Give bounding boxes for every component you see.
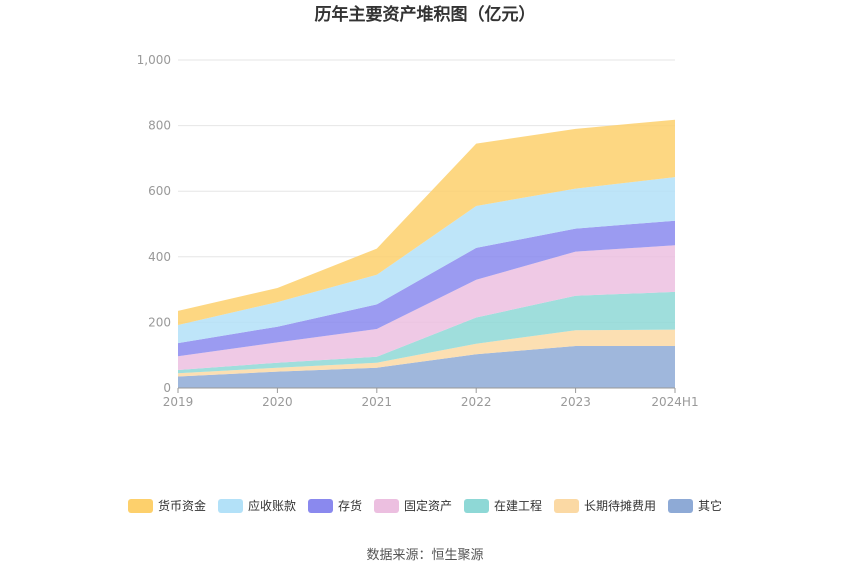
y-tick-label: 600: [148, 184, 171, 198]
axes: 0 200 400 600 800 1,000 2019 2020 2021 2022 2023 20…: [137, 53, 699, 409]
legend-label: 长期待摊费用: [584, 499, 656, 513]
legend-item-应收账款[interactable]: 应收账款: [218, 498, 296, 513]
y-tick-label: 200: [148, 315, 171, 329]
area-series: [178, 119, 675, 388]
area-长期待摊费用[interactable]: [178, 329, 675, 377]
legend-swatch: [128, 499, 153, 513]
y-tick-label: 400: [148, 250, 171, 264]
legend-swatch: [308, 499, 333, 513]
legend-item-货币资金[interactable]: 货币资金: [128, 498, 206, 513]
legend-label: 货币资金: [158, 498, 206, 513]
area-在建工程[interactable]: [178, 291, 675, 374]
legend-item-长期待摊费用[interactable]: 长期待摊费用: [554, 499, 656, 513]
legend-swatch: [554, 499, 579, 513]
area-应收账款[interactable]: [178, 177, 675, 344]
source-text: 数据来源：恒生聚源: [366, 548, 483, 563]
legend-item-在建工程[interactable]: 在建工程: [464, 498, 542, 513]
legend-label: 应收账款: [248, 498, 296, 513]
legend-label: 存货: [338, 498, 362, 513]
area-固定资产[interactable]: [178, 245, 675, 370]
x-tick-label: 2019: [163, 395, 194, 409]
x-tick-label: 2024H1: [651, 395, 698, 409]
legend-item-固定资产[interactable]: 固定资产: [374, 498, 452, 513]
legend-label: 固定资产: [404, 498, 452, 513]
x-tick-label: 2022: [461, 395, 492, 409]
y-tick-label: 800: [148, 119, 171, 133]
y-tick-label: 1,000: [137, 53, 171, 67]
legend-item-其它[interactable]: 其它: [668, 498, 722, 513]
y-tick-label: 0: [163, 381, 171, 395]
legend-label: 在建工程: [494, 498, 542, 513]
legend-item-存货[interactable]: 存货: [308, 498, 362, 513]
x-tick-label: 2023: [560, 395, 591, 409]
area-其它[interactable]: [178, 346, 675, 388]
legend-swatch: [464, 499, 489, 513]
area-货币资金[interactable]: [178, 119, 675, 325]
legend-swatch: [218, 499, 243, 513]
legend-swatch: [374, 499, 399, 513]
x-tick-label: 2020: [262, 395, 293, 409]
area-存货[interactable]: [178, 220, 675, 357]
chart-title: 历年主要资产堆积图（亿元）: [315, 4, 536, 25]
x-tick-label: 2021: [362, 395, 393, 409]
legend[interactable]: 货币资金 应收账款 存货 固定资产 在建工程 长期待摊费用 其它: [128, 498, 722, 513]
legend-swatch: [668, 499, 693, 513]
legend-label: 其它: [698, 498, 722, 513]
